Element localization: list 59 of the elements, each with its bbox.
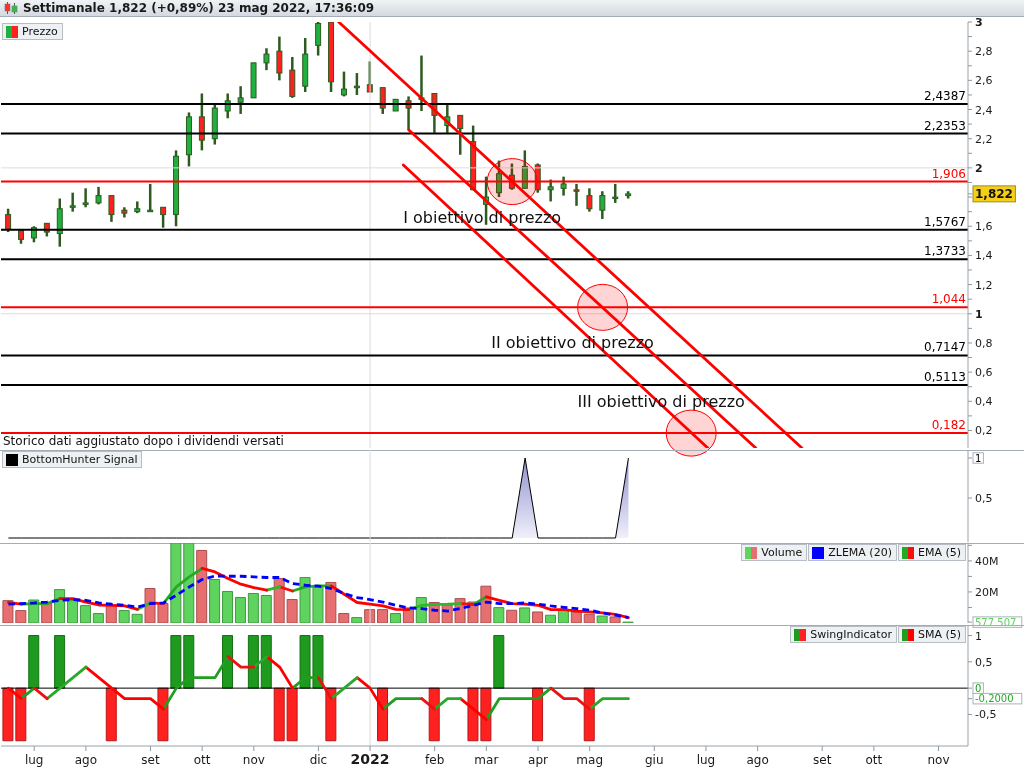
x-tick-label: lug	[24, 753, 44, 767]
x-tick-label: set	[141, 753, 160, 767]
x-tick-label: giu	[645, 753, 664, 767]
legend-label: BottomHunter Signal	[22, 453, 138, 466]
x-tick-label: lug	[696, 753, 716, 767]
y-tick-label: 1,4	[975, 249, 993, 263]
x-tick-label: ott	[193, 753, 211, 767]
y-tick-label: 1	[975, 307, 983, 321]
y-tick-label: -0,2000	[975, 693, 1014, 705]
legend-label: SMA (5)	[917, 628, 961, 641]
legend-label: SwingIndicator	[810, 628, 892, 641]
y-tick-label: 0,8	[975, 336, 993, 350]
y-tick-label: 0,6	[975, 366, 993, 380]
y-tick-label: 20M	[975, 585, 999, 599]
y-tick-label: 1,2	[975, 278, 993, 292]
y-tick-label: 2	[975, 161, 983, 175]
ref-line-label: 0,182	[931, 418, 966, 433]
x-tick-label: ago	[746, 753, 769, 767]
x-tick-label: ott	[865, 753, 883, 767]
y-tick-label: 2,6	[975, 74, 993, 88]
y-tick-label: 2,4	[975, 103, 993, 117]
x-tick-label: apr	[528, 753, 549, 767]
y-tick-label: 3	[975, 16, 983, 29]
y-tick-label: 0,5	[975, 492, 993, 505]
y-tick-label: 2,8	[975, 45, 993, 59]
ref-line-label: 1,3733	[924, 244, 966, 259]
x-tick-label: mar	[474, 753, 499, 767]
y-tick-label: 0	[975, 682, 982, 694]
ref-line-label: 0,5113	[924, 370, 966, 385]
legend-label: Volume	[761, 546, 803, 559]
annotation: Storico dati aggiustato dopo i dividendi versati	[3, 434, 284, 448]
legend-label: EMA (5)	[917, 546, 961, 559]
y-tick-label: 1	[975, 629, 982, 643]
legend-label: Prezzo	[22, 25, 58, 38]
x-tick-label: nov	[242, 753, 265, 767]
x-tick-label: set	[813, 753, 832, 767]
ref-line-label: 0,7147	[924, 340, 966, 355]
ref-line-label: 1,5767	[924, 214, 966, 229]
ref-line-label: 1,906	[931, 166, 966, 181]
chart-title: Settimanale 1,822 (+0,89%) 23 mag 2022, 17:36:09	[23, 1, 375, 15]
x-tick-label: mag	[576, 753, 604, 767]
x-tick-label: dic	[309, 753, 328, 767]
x-tick-label: ago	[74, 753, 98, 767]
y-tick-label: 1	[975, 452, 982, 464]
y-tick-label: 0,2	[975, 424, 993, 438]
ref-line-label: 2,2353	[924, 118, 966, 133]
ref-line-label: 1,044	[931, 292, 966, 307]
y-tick-label: 0,5	[975, 655, 993, 669]
x-tick-label: 2022	[350, 751, 390, 767]
y-tick-label: 1,822	[975, 187, 1013, 202]
y-tick-label: 1,6	[975, 220, 993, 234]
y-tick-label: 2,2	[975, 132, 993, 146]
x-tick-label: nov	[927, 753, 950, 767]
x-tick-label: feb	[425, 753, 445, 767]
y-tick-label: 0,4	[975, 395, 993, 409]
legend-label: ZLEMA (20)	[828, 546, 892, 559]
ref-line-label: 2,4387	[924, 88, 966, 103]
y-tick-label: 40M	[975, 554, 999, 568]
y-tick-label: -0,5	[975, 708, 997, 722]
